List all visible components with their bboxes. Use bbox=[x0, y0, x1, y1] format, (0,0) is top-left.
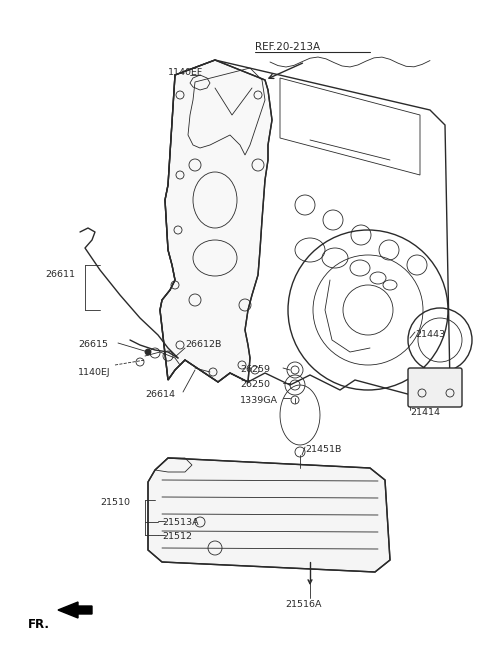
Text: REF.20-213A: REF.20-213A bbox=[255, 42, 320, 52]
Text: 21451B: 21451B bbox=[305, 445, 341, 454]
Text: 21512: 21512 bbox=[162, 532, 192, 541]
Text: 26611: 26611 bbox=[45, 270, 75, 279]
Polygon shape bbox=[58, 602, 92, 618]
Text: 21443: 21443 bbox=[415, 330, 445, 339]
Circle shape bbox=[145, 349, 151, 355]
Text: 26259: 26259 bbox=[240, 365, 270, 374]
Text: 26614: 26614 bbox=[145, 390, 175, 399]
Text: 26615: 26615 bbox=[78, 340, 108, 349]
Text: 1339GA: 1339GA bbox=[240, 396, 278, 405]
Text: 21510: 21510 bbox=[100, 498, 130, 507]
FancyBboxPatch shape bbox=[408, 368, 462, 407]
Polygon shape bbox=[148, 458, 390, 572]
Text: 1140EJ: 1140EJ bbox=[78, 368, 110, 377]
Polygon shape bbox=[160, 60, 272, 382]
Text: 21414: 21414 bbox=[410, 408, 440, 417]
Text: 26250: 26250 bbox=[240, 380, 270, 389]
Text: 26612B: 26612B bbox=[185, 340, 221, 349]
Text: FR.: FR. bbox=[28, 618, 50, 631]
Text: 21516A: 21516A bbox=[285, 600, 322, 609]
Text: 21513A: 21513A bbox=[162, 518, 199, 527]
Text: 1140EF: 1140EF bbox=[168, 68, 203, 77]
